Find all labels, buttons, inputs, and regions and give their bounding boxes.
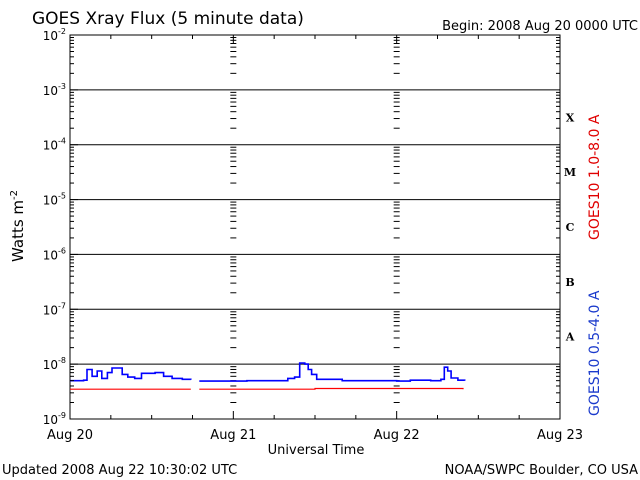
flare-class-a: A	[565, 331, 575, 344]
y-tick-label: 10-5	[43, 192, 66, 208]
y-tick-base: 10	[43, 248, 58, 262]
y-axis: 10-210-310-410-510-610-710-810-9	[43, 27, 560, 427]
series-line-short-channel	[199, 362, 466, 382]
y-tick-exponent: -8	[58, 356, 66, 365]
x-axis-title: Universal Time	[268, 443, 365, 458]
y-tick-label: 10-3	[43, 82, 66, 98]
x-tick-label: Aug 21	[210, 428, 256, 443]
series-line-short-channel	[70, 367, 192, 382]
y-tick-base: 10	[43, 194, 58, 208]
flare-class-b: B	[565, 276, 574, 289]
x-tick-label: Aug 22	[374, 428, 420, 443]
y-tick-exponent: -2	[58, 27, 66, 36]
x-tick-label: Aug 20	[47, 428, 93, 443]
flare-class-x: X	[566, 111, 575, 124]
y-tick-base: 10	[43, 303, 58, 317]
legend-short-channel: GOES10 0.5-4.0 A	[587, 290, 603, 416]
y-tick-exponent: -4	[58, 137, 66, 146]
y-tick-exponent: -5	[58, 192, 66, 201]
credit-line: NOAA/SWPC Boulder, CO USA	[445, 463, 638, 478]
y-tick-label: 10-2	[43, 27, 66, 43]
flare-class-labels: X M C B A	[564, 111, 576, 343]
flare-class-c: C	[566, 221, 575, 234]
y-tick-base: 10	[43, 413, 58, 427]
flare-class-m: M	[564, 166, 576, 179]
y-tick-base: 10	[43, 139, 58, 153]
y-tick-base: 10	[43, 29, 58, 43]
y-tick-label: 10-9	[43, 411, 66, 427]
y-tick-label: 10-7	[43, 301, 66, 317]
y-axis-title: Watts m-2	[9, 190, 27, 262]
updated-time: Updated 2008 Aug 22 10:30:02 UTC	[2, 463, 237, 478]
plot-frame	[69, 34, 561, 420]
x-tick-label: Aug 23	[537, 428, 583, 443]
y-tick-label: 10-6	[43, 246, 66, 262]
y-tick-exponent: -3	[58, 82, 66, 91]
legend-long-channel: GOES10 1.0-8.0 A	[587, 114, 603, 240]
series-line-long-channel	[199, 387, 464, 390]
y-tick-exponent: -6	[58, 246, 66, 255]
x-axis: Aug 20 Aug 21 Aug 22 Aug 23	[47, 35, 583, 443]
chart-title: GOES Xray Flux (5 minute data)	[32, 9, 304, 29]
y-tick-base: 10	[43, 358, 58, 372]
series-layer	[70, 362, 466, 390]
y-tick-label: 10-4	[43, 137, 66, 153]
begin-date: Begin: 2008 Aug 20 0000 UTC	[442, 19, 638, 34]
y-tick-exponent: -9	[58, 411, 66, 420]
y-tick-exponent: -7	[58, 301, 66, 310]
y-tick-base: 10	[43, 84, 58, 98]
y-tick-label: 10-8	[43, 356, 66, 372]
grid	[70, 37, 560, 403]
